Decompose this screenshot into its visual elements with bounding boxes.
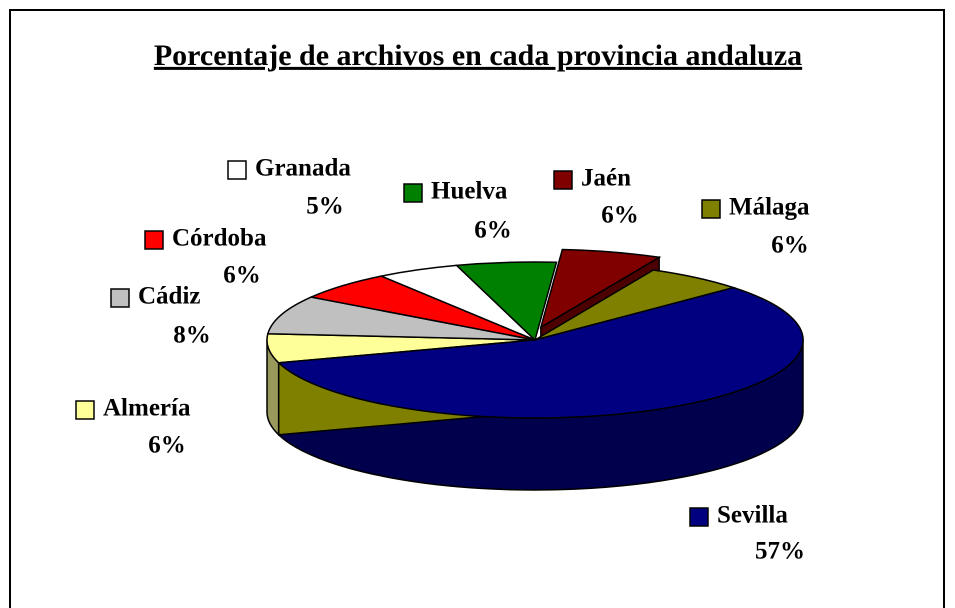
category-label: Granada xyxy=(255,155,351,182)
legend-swatch xyxy=(227,160,247,180)
pie-slice xyxy=(539,248,662,329)
value-label: 6% xyxy=(148,432,186,459)
pie-tops xyxy=(266,248,804,419)
pie-slice xyxy=(266,296,536,341)
legend-swatch xyxy=(110,288,130,308)
category-label: Huelva xyxy=(431,178,508,205)
category-label: Almería xyxy=(103,395,191,422)
value-label: 8% xyxy=(173,322,211,349)
labels: Almería 6% Cádiz 8% Córdoba 6% Granada 5% Huelva… xyxy=(75,155,810,565)
category-label: Córdoba xyxy=(172,225,267,252)
legend-swatch xyxy=(553,170,573,190)
legend-swatch xyxy=(689,507,709,527)
category-label: Sevilla xyxy=(717,502,788,529)
pie-slice xyxy=(276,286,804,419)
legend-swatch xyxy=(701,199,721,219)
value-label: 6% xyxy=(474,217,512,244)
value-label: 57% xyxy=(755,538,805,565)
legend-swatch xyxy=(75,400,95,420)
pie-slice xyxy=(454,261,558,342)
value-label: 6% xyxy=(771,232,809,259)
legend-swatch xyxy=(403,183,423,203)
category-label: Málaga xyxy=(729,194,810,221)
value-label: 5% xyxy=(306,193,344,220)
value-label: 6% xyxy=(223,262,261,289)
legend-swatch xyxy=(144,230,164,250)
value-label: 6% xyxy=(601,202,639,229)
category-label: Cádiz xyxy=(138,283,201,310)
category-label: Jaén xyxy=(581,165,631,192)
chart-title: Porcentaje de archivos en cada provincia… xyxy=(154,39,802,72)
